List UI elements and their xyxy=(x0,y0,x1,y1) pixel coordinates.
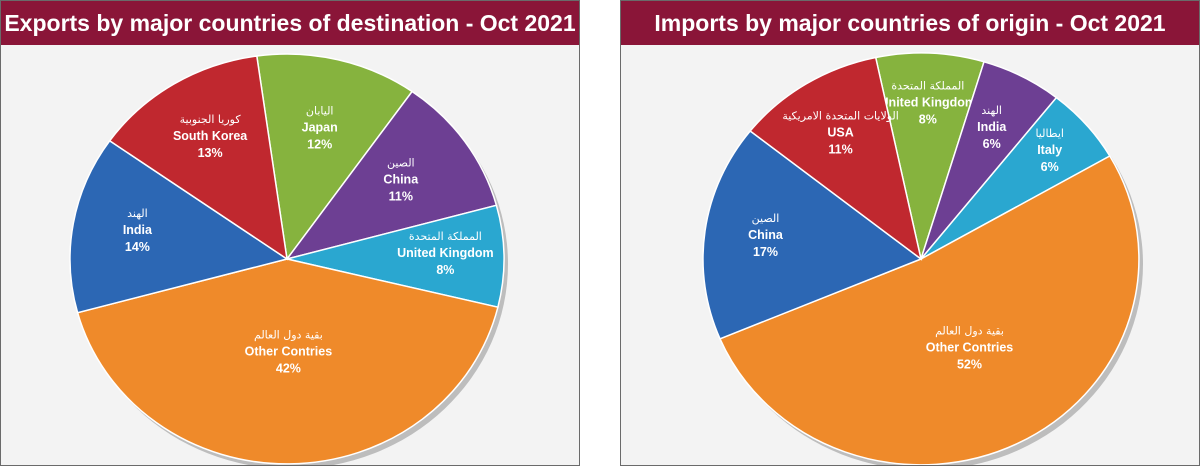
slice-label-name-other-contries: Other Contries xyxy=(926,340,1014,354)
slice-label-percent-united-kingdom: 8% xyxy=(436,263,454,277)
slice-label-percent-china: 11% xyxy=(389,190,413,204)
slice-label-percent-china: 17% xyxy=(753,245,778,259)
slice-label-percent-italy: 6% xyxy=(1041,160,1059,174)
slice-label-percent-japan: 12% xyxy=(307,138,332,152)
slice-label-arabic-india: الهند xyxy=(127,207,148,220)
slice-label-percent-south-korea: 13% xyxy=(198,146,223,160)
exports-panel: Exports by major countries of destinatio… xyxy=(0,0,580,466)
slice-label-name-united-kingdom: United Kingdom xyxy=(397,246,494,260)
pie-slice-other-contries xyxy=(76,258,499,465)
pie-slice-china xyxy=(285,90,498,261)
exports-chart-title: Exports by major countries of destinatio… xyxy=(1,1,579,45)
slice-label-arabic-china: الصين xyxy=(387,157,415,170)
slice-label-percent-united-kingdom: 8% xyxy=(919,113,937,127)
slice-label-arabic-usa: الولايات المتحدة الامريكية xyxy=(782,109,899,122)
pie-slice-china xyxy=(702,129,923,340)
slice-label-name-other-contries: Other Contries xyxy=(245,344,333,358)
imports-chart-title: Imports by major countries of origin - O… xyxy=(621,1,1199,45)
slice-label-name-japan: Japan xyxy=(302,121,338,135)
slice-label-name-india: India xyxy=(977,120,1007,134)
slice-label-percent-india: 14% xyxy=(125,240,150,254)
pie-slice-united-kingdom xyxy=(286,204,505,309)
slice-label-name-china: China xyxy=(748,228,784,242)
slice-label-arabic-italy: ايطاليا xyxy=(1035,127,1064,140)
exports-pie-chart: اليابان Japan 12% الصين China 11% المملكة المت… xyxy=(69,53,508,465)
imports-panel: Imports by major countries of origin - O… xyxy=(620,0,1200,466)
pie-slice-united-kingdom xyxy=(874,52,985,262)
pie-slice-usa xyxy=(749,56,923,261)
slice-label-name-south-korea: South Korea xyxy=(173,129,248,143)
pie-slice-other-contries xyxy=(718,154,1140,465)
slice-label-arabic-other-contries: بقية دول العالم xyxy=(254,328,323,341)
slice-label-percent-india: 6% xyxy=(983,137,1001,151)
imports-pie-chart: المملكة المتحدة United Kingdom 8% الهند Indi… xyxy=(702,52,1143,465)
slice-label-name-usa: USA xyxy=(827,125,853,139)
slice-label-arabic-india: الهند xyxy=(981,104,1002,117)
slice-label-arabic-south-korea: كوريا الجنوبية xyxy=(180,113,242,126)
pie-slice-india xyxy=(69,139,289,314)
slice-label-arabic-united-kingdom: المملكة المتحدة xyxy=(409,230,482,243)
slice-label-name-united-kingdom: United Kingdom xyxy=(880,96,977,110)
slice-label-arabic-other-contries: بقية دول العالم xyxy=(935,324,1004,337)
slice-label-arabic-china: الصين xyxy=(752,212,780,225)
slice-label-arabic-united-kingdom: المملكة المتحدة xyxy=(891,80,964,93)
slice-label-percent-other-contries: 52% xyxy=(957,357,982,371)
pie-slice-south-korea xyxy=(108,55,288,261)
pie-slice-japan xyxy=(255,53,414,261)
slice-label-percent-other-contries: 42% xyxy=(276,361,301,375)
slice-label-arabic-japan: اليابان xyxy=(306,105,334,118)
slice-label-percent-usa: 11% xyxy=(828,142,852,156)
slice-label-name-china: China xyxy=(383,173,419,187)
slice-label-name-india: India xyxy=(123,223,153,237)
slice-label-name-italy: Italy xyxy=(1037,143,1062,157)
